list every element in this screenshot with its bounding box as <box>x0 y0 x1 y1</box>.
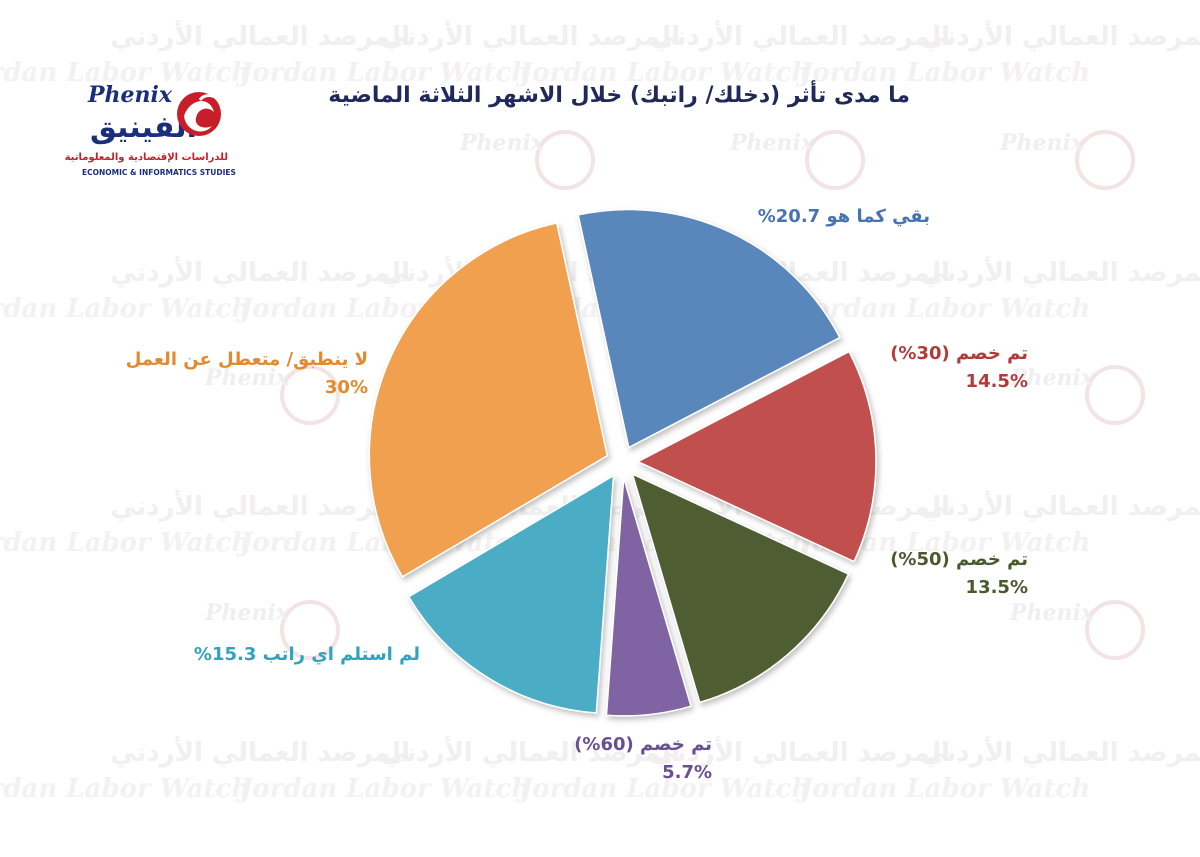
logo-name-en: Phenix <box>88 82 173 108</box>
phoenix-bird-icon <box>177 92 221 136</box>
slice-label: لم استلم اي راتب 15.3% <box>194 641 420 669</box>
chart-title: ما مدى تأثر (دخلك/ راتبك) خلال الاشهر ال… <box>328 83 910 108</box>
pie-slice-6 <box>368 222 609 578</box>
slice-label: لا ينطبق/ متعطل عن العمل 30% <box>126 346 368 402</box>
slice-label-line: 13.5% <box>965 577 1028 598</box>
slice-label: بقي كما هو 20.7% <box>758 203 930 231</box>
pie-slices <box>368 208 877 717</box>
slice-label: تم خصم (50%) 13.5% <box>890 546 1028 602</box>
slice-label: تم خصم (30%) 14.5% <box>890 340 1028 396</box>
pie-slice-4 <box>605 477 692 717</box>
slice-label: تم خصم (60%) 5.7% <box>574 731 712 787</box>
logo-subtitle-en: ECONOMIC & INFORMATICS STUDIES <box>82 168 236 177</box>
pie-slice-1 <box>577 208 841 449</box>
brand-logo: Phenix الفينيق للدراسات الإقتصادية والمع… <box>64 82 236 187</box>
slice-label-line: لا ينطبق/ متعطل عن العمل <box>125 349 368 370</box>
pie-slice-2 <box>636 350 877 563</box>
slice-label-line: تم خصم (50%) <box>890 549 1028 570</box>
pie-slice-3 <box>631 472 850 704</box>
slice-label-line: بقي كما هو 20.7% <box>757 206 930 227</box>
slice-label-line: 30% <box>324 377 368 398</box>
slice-label-line: لم استلم اي راتب 15.3% <box>193 644 420 665</box>
slice-label-line: تم خصم (60%) <box>574 734 712 755</box>
slice-label-line: 14.5% <box>965 371 1028 392</box>
slice-label-line: 5.7% <box>662 762 712 783</box>
pie-slice-5 <box>407 474 615 714</box>
logo-subtitle-ar: للدراسات الإقتصادية والمعلوماتية <box>64 152 228 163</box>
slice-label-line: تم خصم (30%) <box>890 343 1028 364</box>
